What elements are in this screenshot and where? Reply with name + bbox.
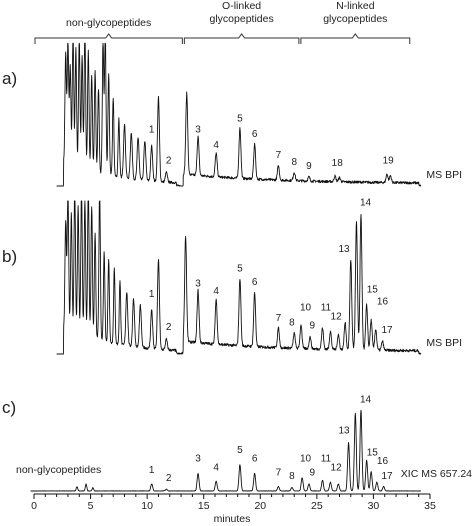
peak-label: 16	[377, 297, 389, 308]
peak-label: 1	[149, 465, 155, 476]
x-tick-label: 20	[254, 500, 266, 512]
peak-label: 8	[291, 157, 297, 168]
panel-label: c)	[2, 398, 16, 417]
panel-label: a)	[2, 69, 17, 88]
peak-label: 5	[237, 113, 243, 124]
peak-label: 5	[237, 264, 243, 275]
region-label: O-linked	[222, 0, 261, 12]
region-bracket	[300, 33, 411, 44]
peak-label: 1	[149, 289, 155, 300]
chromatogram-panel: a) 1 2 3 4 56 78 9 18 19 MS BPI	[2, 42, 462, 187]
peak-label: 15	[367, 447, 379, 458]
peak-label: 2	[166, 322, 172, 333]
region-bracket	[183, 33, 300, 44]
peak-label: 1	[149, 125, 155, 136]
peak-label: 3	[195, 454, 201, 465]
region-label: glycopeptides	[210, 13, 274, 25]
peak-label: 12	[331, 462, 343, 473]
peak-label: 9	[306, 161, 312, 172]
peak-label: 7	[276, 150, 282, 161]
peak-label: 6	[252, 277, 258, 288]
x-tick-label: 30	[368, 500, 380, 512]
x-axis: 0 5 10 15 20 25 30 35 minutes	[31, 493, 436, 525]
peak-label: 19	[383, 155, 395, 166]
peak-label: 8	[289, 471, 295, 482]
peak-label: 11	[321, 303, 332, 314]
peak-label: 16	[377, 456, 389, 467]
peak-label: 2	[166, 473, 172, 484]
region-label: glycopeptides	[323, 13, 387, 25]
trace-line	[56, 200, 422, 355]
peak-label: 14	[360, 198, 372, 209]
peak-label: 17	[381, 325, 393, 336]
peak-label: 8	[289, 318, 295, 329]
region-bracket	[34, 33, 183, 44]
peak-label: 5	[237, 445, 243, 456]
peak-label: 6	[252, 129, 258, 140]
peak-label: 9	[310, 321, 316, 332]
x-tick-label: 0	[31, 500, 37, 512]
peak-label: 4	[213, 286, 219, 297]
trace-line	[30, 409, 422, 492]
inline-region-label: non-glycopeptides	[16, 464, 101, 476]
peak-label: 3	[195, 125, 201, 136]
x-tick-label: 15	[198, 500, 210, 512]
panel-label: b)	[2, 247, 17, 266]
peak-label: 4	[213, 140, 219, 151]
peak-label: 7	[276, 313, 282, 324]
x-tick-label: 35	[424, 500, 436, 512]
trace-line	[56, 42, 422, 187]
peak-label: 11	[321, 454, 332, 465]
x-tick-label: 5	[88, 500, 94, 512]
peak-label: 13	[338, 244, 350, 255]
peak-label: 7	[276, 468, 282, 479]
peak-label: 17	[381, 471, 393, 482]
peak-label: 9	[310, 468, 316, 479]
x-axis-title: minutes	[214, 513, 251, 525]
peak-label: 4	[213, 462, 219, 473]
peak-label: 6	[252, 454, 258, 465]
x-tick-label: 10	[141, 500, 153, 512]
peak-label: 12	[331, 312, 343, 323]
region-label: non-glycopeptides	[66, 17, 151, 29]
peak-label: 2	[166, 155, 172, 166]
trace-label: MS BPI	[426, 337, 462, 349]
peak-label: 10	[300, 454, 312, 465]
trace-label: MS BPI	[426, 169, 462, 181]
region-brackets: non-glycopeptidesO-linkedglycopeptidesN-…	[34, 0, 411, 44]
peak-label: 18	[332, 158, 344, 169]
peak-label: 13	[338, 425, 350, 436]
peak-label: 3	[195, 279, 201, 290]
peak-label: 15	[367, 285, 379, 296]
region-label: N-linked	[336, 0, 375, 12]
peak-label: 14	[360, 395, 372, 406]
trace-label: XIC MS 657.24	[401, 468, 472, 480]
peak-label: 10	[300, 303, 312, 314]
x-tick-label: 25	[311, 500, 323, 512]
